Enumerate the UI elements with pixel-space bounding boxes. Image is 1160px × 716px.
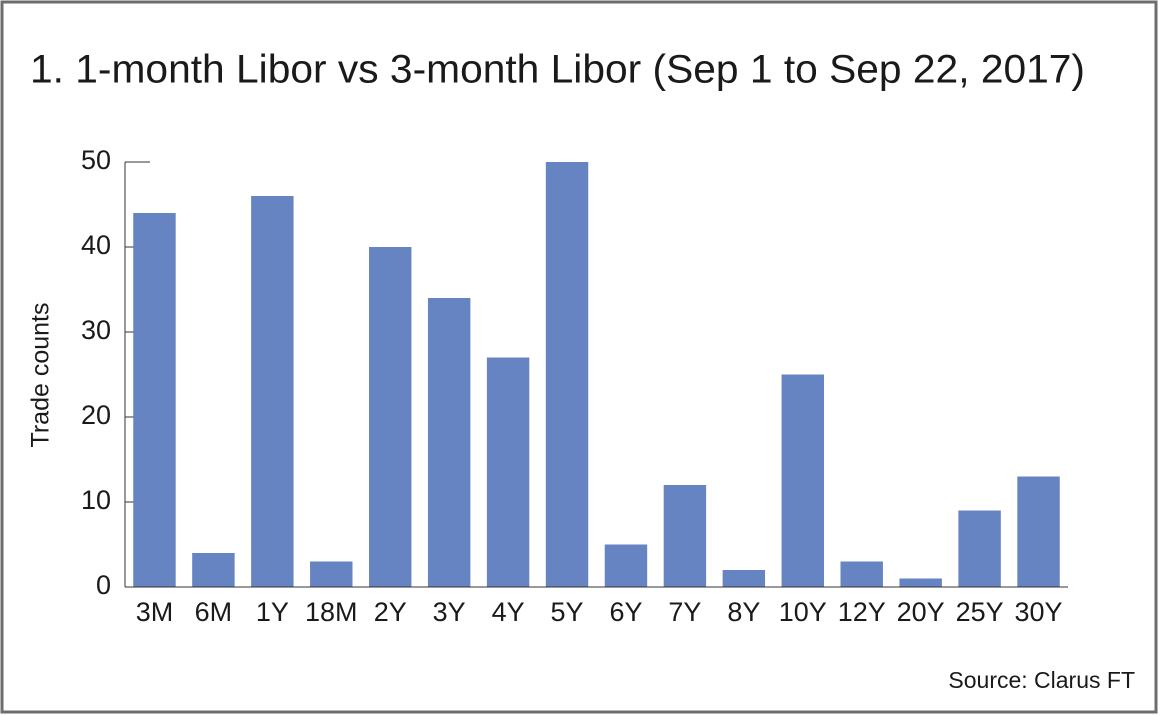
bar [310,561,353,587]
x-tick-label: 30Y [1015,597,1063,627]
y-tick-label: 40 [81,230,111,260]
y-axis-label: Trade counts [27,303,55,448]
bar [899,578,942,587]
x-tick-label: 7Y [668,597,701,627]
x-tick-label: 20Y [897,597,945,627]
x-tick-label: 10Y [779,597,827,627]
x-tick-label: 6Y [609,597,642,627]
bar [781,374,824,587]
bar [958,510,1001,587]
x-tick-label: 18M [305,597,358,627]
y-tick-label: 30 [81,315,111,345]
x-tick-label: 4Y [492,597,525,627]
x-tick-label: 5Y [551,597,584,627]
x-tick-label: 1Y [256,597,289,627]
x-tick-label: 8Y [727,597,760,627]
bar [192,553,235,587]
x-tick-label: 3Y [433,597,466,627]
y-tick-label: 10 [81,485,111,515]
x-tick-label: 12Y [838,597,886,627]
bar [545,162,589,587]
bar [427,298,471,587]
bar [486,357,530,587]
bar [133,213,176,587]
x-tick-label: 3M [136,597,174,627]
bar [369,247,412,587]
bar [1017,476,1060,587]
bar [722,570,766,587]
x-tick-label: 6M [195,597,233,627]
y-tick-label: 20 [81,400,111,430]
y-tick-label: 0 [96,570,111,600]
bar [251,196,294,587]
y-tick-label: 50 [81,145,111,175]
bar [663,485,707,587]
chart-title: 1. 1-month Libor vs 3-month Libor (Sep 1… [30,48,1085,92]
source-note: Source: Clarus FT [948,667,1135,693]
bar [840,561,883,587]
x-tick-label: 25Y [956,597,1004,627]
bar [604,544,648,587]
x-tick-label: 2Y [374,597,407,627]
